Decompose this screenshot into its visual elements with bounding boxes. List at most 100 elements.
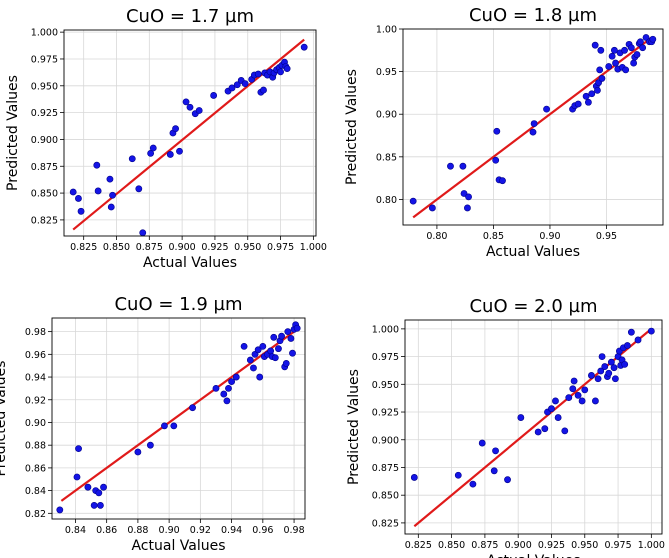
- y-axis-label: Predicted Values: [346, 369, 362, 485]
- x-tick-label: 0.850: [438, 540, 465, 551]
- data-point: [633, 51, 641, 58]
- data-point: [284, 328, 292, 336]
- data-point: [293, 324, 301, 332]
- x-tick-label: 0.92: [190, 525, 211, 536]
- axes-frame: [51, 317, 306, 520]
- data-point: [84, 483, 92, 491]
- data-point: [469, 480, 477, 488]
- chart-title: CuO = 1.7 µm: [126, 6, 254, 27]
- x-tick-label: 0.925: [201, 242, 228, 253]
- x-tick-label: 0.825: [70, 242, 97, 253]
- x-tick-label: 0.90: [539, 231, 560, 242]
- data-point: [610, 364, 618, 372]
- data-point: [627, 44, 635, 52]
- x-tick-label: 0.95: [596, 231, 617, 242]
- x-tick-label: 0.94: [221, 525, 242, 536]
- data-point: [278, 332, 285, 340]
- data-point: [492, 156, 500, 164]
- data-point: [543, 105, 550, 113]
- x-tick-label: 0.875: [471, 540, 498, 551]
- y-tick-label: 0.825: [31, 215, 58, 226]
- data-point: [574, 100, 582, 108]
- data-point: [584, 98, 592, 106]
- data-point: [582, 92, 590, 100]
- chart-panel: 0.80 0.85 0.90 0.95 0.80 0.85 0.90 0.95 1.00 CuO …: [344, 5, 664, 260]
- data-point: [90, 501, 98, 509]
- axes-frame: [404, 319, 663, 535]
- data-point: [77, 207, 85, 215]
- y-tick-label: 0.975: [31, 54, 58, 65]
- x-tick-label: 0.825: [405, 540, 432, 551]
- data-point: [636, 38, 644, 46]
- data-point: [75, 195, 82, 202]
- y-tick-label: 1.00: [376, 25, 397, 36]
- x-tick-label: 0.85: [483, 231, 504, 242]
- data-point: [166, 151, 174, 158]
- data-point: [454, 471, 462, 479]
- data-point: [147, 149, 155, 157]
- data-point: [232, 373, 240, 381]
- data-point: [259, 342, 267, 350]
- data-point: [592, 397, 599, 405]
- data-point: [223, 397, 231, 405]
- data-point: [649, 35, 657, 43]
- data-point: [591, 41, 599, 49]
- data-point: [478, 439, 486, 447]
- data-point: [300, 43, 308, 51]
- y-tick-label: 0.88: [25, 441, 46, 452]
- x-tick-label: 0.900: [505, 540, 532, 551]
- data-point: [581, 386, 589, 394]
- data-point: [233, 81, 241, 89]
- data-point: [246, 356, 254, 364]
- data-point: [93, 161, 101, 169]
- y-tick-label: 0.875: [31, 162, 58, 173]
- chart-title: CuO = 2.0 µm: [469, 296, 597, 317]
- y-tick-label: 0.84: [25, 486, 46, 497]
- data-point: [428, 204, 436, 212]
- data-point: [459, 162, 467, 170]
- x-axis-label: Actual Values: [486, 553, 580, 558]
- data-point: [134, 448, 142, 456]
- y-tick-label: 0.975: [372, 352, 399, 363]
- data-point: [95, 489, 103, 497]
- data-point: [611, 375, 619, 383]
- x-tick-label: 0.850: [103, 242, 130, 253]
- data-point: [220, 390, 228, 398]
- x-tick-label: 0.875: [136, 242, 163, 253]
- data-point: [410, 474, 418, 481]
- data-point: [170, 422, 178, 430]
- data-point: [597, 46, 605, 54]
- data-point: [598, 353, 606, 360]
- data-point: [492, 447, 499, 455]
- data-point: [530, 120, 538, 127]
- data-point: [287, 335, 295, 342]
- data-point: [100, 483, 107, 491]
- data-point: [212, 385, 220, 392]
- data-point: [588, 90, 596, 98]
- data-point: [647, 327, 655, 335]
- chart-panel: 0.84 0.86 0.88 0.90 0.92 0.94 0.96 0.98 0.82 0.84…: [0, 294, 306, 554]
- data-point: [607, 358, 615, 366]
- y-tick-label: 0.825: [372, 518, 399, 529]
- y-tick-label: 0.925: [372, 408, 399, 419]
- data-point: [517, 414, 525, 421]
- data-point: [182, 98, 190, 106]
- data-point: [241, 80, 249, 88]
- x-tick-label: 1.000: [638, 540, 665, 551]
- data-point: [73, 473, 81, 481]
- x-tick-label: 0.950: [234, 242, 261, 253]
- x-tick-label: 0.900: [169, 242, 196, 253]
- data-point: [548, 405, 555, 413]
- y-tick-label: 0.85: [376, 152, 397, 163]
- y-axis-label: Predicted Values: [0, 361, 9, 477]
- data-point: [172, 125, 179, 133]
- y-tick-label: 0.86: [25, 463, 46, 474]
- data-point: [541, 425, 549, 433]
- y-tick-label: 0.90: [25, 418, 46, 429]
- x-tick-label: 0.86: [96, 525, 117, 536]
- data-point: [464, 204, 471, 212]
- y-tick-label: 0.94: [25, 373, 46, 384]
- data-point: [639, 44, 647, 52]
- y-tick-label: 0.92: [25, 395, 46, 406]
